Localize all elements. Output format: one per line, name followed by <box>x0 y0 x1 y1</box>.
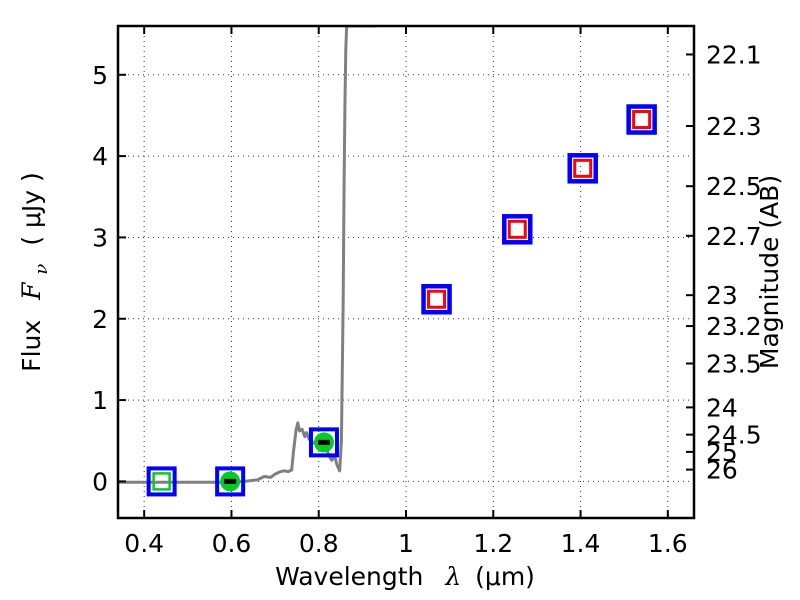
photometry-upper-limit-markers <box>146 427 339 497</box>
upper-limit-outer-square <box>215 466 246 497</box>
right-tick-label: 22.7 <box>706 222 762 251</box>
detection-outer-square <box>567 153 598 184</box>
right-tick-label: 23.2 <box>706 312 762 341</box>
x-axis-ticks <box>143 26 669 518</box>
photometry-detection-markers <box>421 104 657 315</box>
detection-inner-square <box>573 158 593 178</box>
xlabel-prefix: Wavelength <box>275 562 423 591</box>
right-axis-label: Magnitude (AB) <box>755 175 784 369</box>
detection-inner-square <box>427 289 447 309</box>
y-tick-label: 4 <box>92 142 108 171</box>
right-tick-label: 22.3 <box>706 112 762 141</box>
detection-outer-square <box>626 104 657 135</box>
ylabel-unit: ( μJy ) <box>17 172 46 245</box>
detection-inner-square <box>507 219 527 239</box>
ylabel-nu-subscript: ν <box>31 264 52 275</box>
right-tick-label: 22.1 <box>706 40 762 69</box>
x-tick-label: 0.4 <box>124 529 164 558</box>
y-axis-ticks-left <box>118 73 126 483</box>
right-tick-label: 23.5 <box>706 349 762 378</box>
xlabel-lambda-symbol: λ <box>444 562 461 591</box>
svg-text:Wavelength λ (: Wavelength λ (μm) <box>275 562 535 591</box>
xlabel-unit: (μm) <box>475 562 535 591</box>
error-bar <box>317 439 330 445</box>
y-tick-label: 2 <box>92 305 108 334</box>
ylabel-flux-symbol: F <box>17 281 46 301</box>
right-tick-label: 26 <box>706 456 738 485</box>
detection-outer-square <box>502 214 533 245</box>
y-tick-label: 3 <box>92 223 108 252</box>
y-tick-label: 1 <box>92 386 108 415</box>
detection-outer-square <box>421 283 452 315</box>
svg-text:Flux F ν: Flux F ν ( μJy ) <box>17 172 53 372</box>
grid-lines-vertical <box>143 26 669 518</box>
right-tick-label: 24 <box>706 393 738 422</box>
x-tick-label: 0.6 <box>212 529 252 558</box>
model-spectrum-curve <box>118 26 377 484</box>
x-axis-tick-labels: 0.4 0.6 0.8 1 1.2 1.4 1.6 <box>124 529 687 558</box>
y-tick-label: 0 <box>92 467 108 496</box>
y-axis-ticks-right <box>686 53 694 471</box>
upper-limit-green-square <box>152 472 171 491</box>
y-axis-tick-labels-left: 0 1 2 3 4 5 <box>92 61 108 497</box>
right-tick-label: 23 <box>706 281 738 310</box>
right-tick-label: 25 <box>706 438 738 467</box>
x-tick-label: 1.2 <box>473 529 513 558</box>
upper-limit-outer-square <box>308 427 339 458</box>
x-tick-label: 0.8 <box>299 529 339 558</box>
y-tick-label: 5 <box>92 61 108 90</box>
x-axis-title: Wavelength λ (μm) <box>275 562 535 591</box>
x-tick-label: 1 <box>398 529 414 558</box>
x-tick-label: 1.4 <box>561 529 601 558</box>
detection-inner-square <box>632 110 652 130</box>
y-axis-title-left: Flux F ν ( μJy ) <box>17 172 53 372</box>
right-tick-label: 24.5 <box>706 421 762 450</box>
error-bar <box>224 478 237 484</box>
x-tick-label: 1.6 <box>648 529 688 558</box>
right-tick-label: 22.5 <box>706 172 762 201</box>
upper-limit-outer-square <box>146 466 177 497</box>
ylabel-prefix: Flux <box>17 320 46 372</box>
y-axis-title-right: Magnitude (AB) <box>755 175 784 369</box>
